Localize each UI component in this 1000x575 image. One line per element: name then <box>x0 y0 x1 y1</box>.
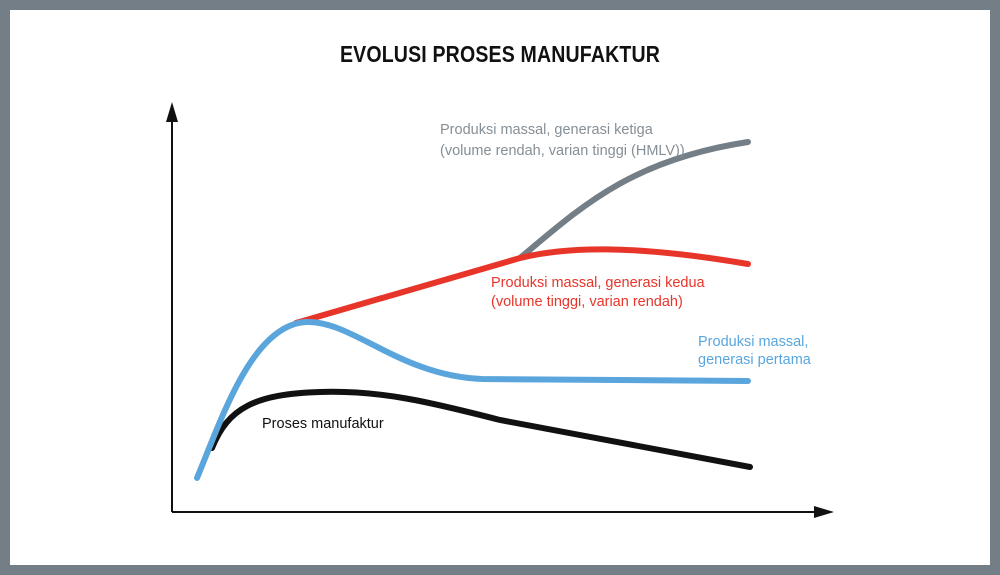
label-manufacturing: Proses manufaktur <box>262 416 384 432</box>
panel <box>10 10 990 565</box>
label-gen3: (volume rendah, varian tinggi (HMLV)) <box>440 143 685 159</box>
label-gen2: Produksi massal, generasi kedua <box>491 275 706 291</box>
label-gen1: generasi pertama <box>698 352 812 368</box>
curve-gen2 <box>293 246 751 326</box>
x-arrow <box>814 506 834 518</box>
title: EVOLUSI PROSES MANUFAKTUR <box>340 42 660 68</box>
curve-manufacturing <box>209 388 753 470</box>
y-arrow <box>166 102 178 122</box>
label-gen1: Produksi massal, <box>698 334 808 350</box>
label-gen2: (volume tinggi, varian rendah) <box>491 294 683 310</box>
curve-gen1 <box>194 318 751 481</box>
curve-gen3 <box>517 139 751 261</box>
label-gen3: Produksi massal, generasi ketiga <box>440 122 654 138</box>
